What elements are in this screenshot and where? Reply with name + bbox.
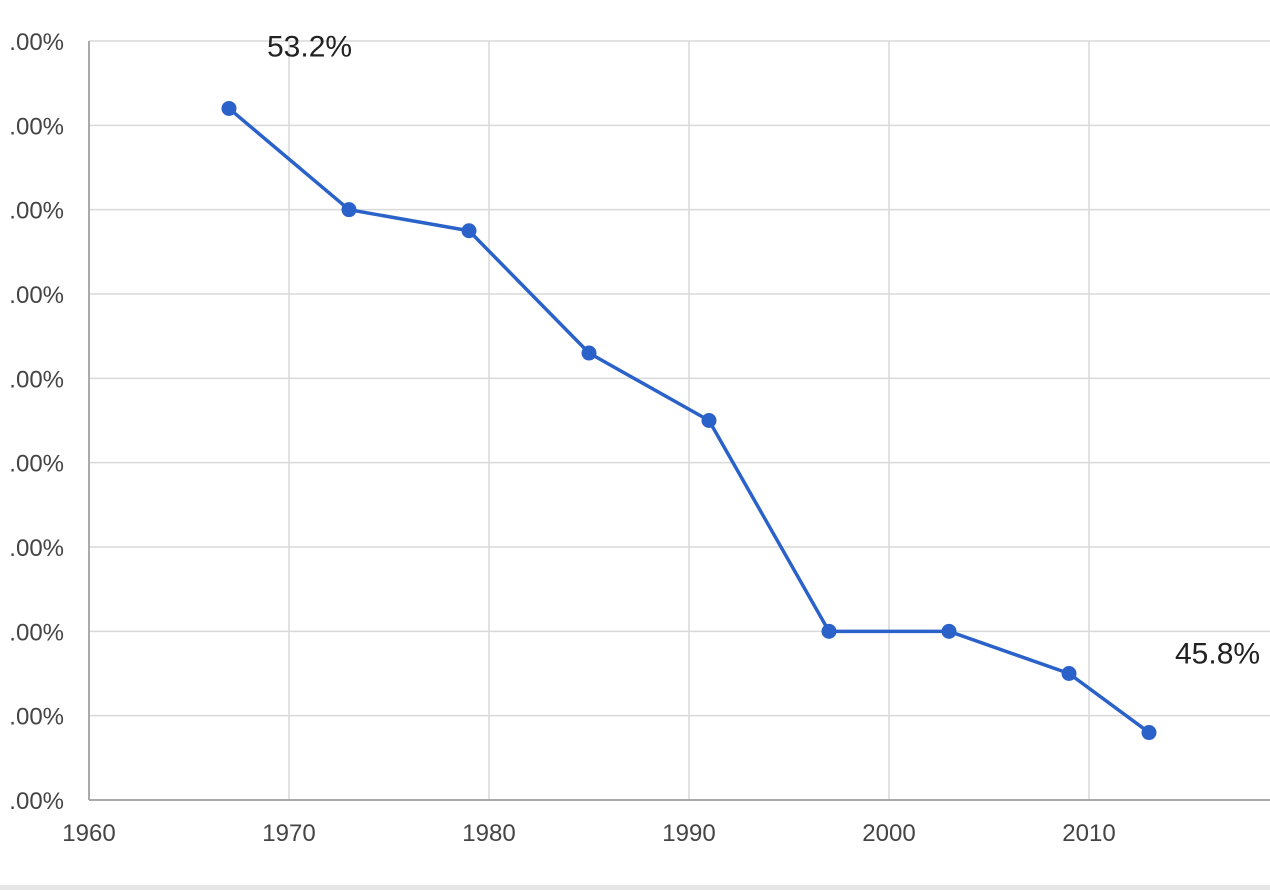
data-point — [461, 223, 477, 239]
y-tick-label: .00% — [9, 788, 64, 815]
y-tick-label: .00% — [9, 619, 64, 646]
data-point — [221, 100, 237, 116]
y-tick-label: .00% — [9, 366, 64, 393]
data-point — [1141, 725, 1157, 741]
y-tick-label: .00% — [9, 29, 64, 56]
annotations: 53.2% 45.8% — [267, 30, 1260, 670]
data-point — [1061, 666, 1077, 681]
x-tick-label: 1960 — [62, 820, 115, 847]
y-tick-label: .00% — [9, 704, 64, 731]
y-tick-label: .00% — [9, 282, 64, 309]
data-point — [341, 202, 357, 218]
axes — [88, 41, 1270, 801]
series — [221, 100, 1157, 741]
y-tick-label: .00% — [9, 535, 64, 562]
x-tick-label: 1970 — [262, 820, 315, 847]
data-point — [581, 345, 597, 361]
y-tick-label: .00% — [9, 451, 64, 478]
data-label: 53.2% — [267, 30, 352, 63]
x-tick-label: 1980 — [462, 820, 515, 847]
x-tick-label: 2000 — [862, 820, 915, 847]
gridlines — [89, 40, 1270, 800]
y-tick-label: .00% — [9, 113, 64, 140]
data-label: 45.8% — [1175, 638, 1260, 671]
data-point — [941, 623, 957, 639]
x-tick-label: 2010 — [1062, 820, 1115, 847]
data-point — [701, 413, 717, 428]
x-tick-label: 1990 — [662, 820, 715, 847]
data-point — [821, 623, 837, 639]
y-tick-labels: .00% .00% .00% .00% .00% .00% .00% .00% .00% .00% — [9, 29, 64, 815]
x-tick-labels: 1960197019801990200020102 — [62, 820, 1115, 847]
y-tick-label: .00% — [9, 198, 64, 225]
bottom-border — [0, 885, 1270, 890]
